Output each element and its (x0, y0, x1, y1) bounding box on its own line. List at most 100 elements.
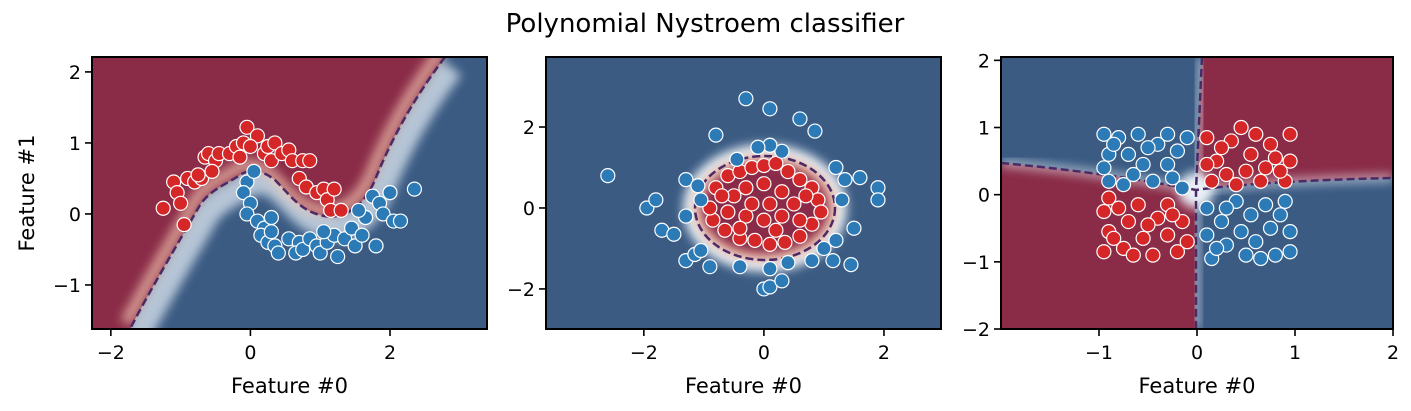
point (780, 163, 796, 180)
point (406, 181, 423, 197)
y-tick-label: 1 (69, 133, 81, 155)
point (1248, 126, 1264, 142)
point (846, 220, 862, 236)
x-tick-label: 0 (244, 342, 256, 364)
point (732, 220, 748, 236)
y-tick-label: 0 (978, 185, 990, 207)
point (1218, 200, 1235, 216)
point (798, 188, 814, 204)
point (1262, 136, 1279, 152)
x-tick-label: 1 (1289, 342, 1301, 364)
point (1253, 250, 1269, 267)
point (1135, 156, 1151, 173)
point (1169, 143, 1186, 159)
point (1248, 234, 1264, 250)
point (1096, 160, 1112, 176)
point (1199, 200, 1215, 216)
point (1272, 207, 1288, 223)
point (1208, 240, 1225, 257)
point (837, 172, 853, 188)
point (1257, 160, 1274, 176)
point (690, 178, 706, 194)
x-tick-label: 2 (1387, 342, 1399, 364)
point (232, 149, 248, 165)
point (270, 245, 286, 261)
point (1140, 140, 1156, 156)
point (762, 261, 778, 277)
point (263, 224, 279, 240)
point (666, 226, 682, 242)
point (774, 184, 790, 200)
point (708, 127, 724, 143)
point (738, 91, 754, 107)
y-tick-label: −1 (53, 275, 81, 297)
point (1199, 129, 1215, 146)
point (316, 224, 332, 240)
point (1238, 163, 1254, 179)
point (1257, 197, 1274, 213)
point (1159, 227, 1176, 243)
point (870, 192, 886, 208)
point (762, 196, 778, 212)
point (732, 259, 748, 275)
point (756, 212, 772, 228)
point (1243, 207, 1259, 223)
point (792, 111, 808, 127)
x-tick-label: 2 (878, 342, 890, 364)
point (762, 101, 778, 117)
point (242, 138, 259, 155)
x-tick-label: 0 (1191, 342, 1203, 364)
x-tick-label: −1 (1085, 342, 1113, 364)
x-axis-label: Feature #0 (685, 374, 802, 398)
point (1262, 220, 1279, 236)
point (1218, 166, 1235, 183)
plots: −2 0 2 −1 0 1 2 Feature #0 Feature #1 −2 0 2 −2 0 2 Fea… (15, 50, 1399, 398)
point (176, 217, 192, 233)
point (1096, 203, 1112, 220)
point (1101, 190, 1117, 206)
point (1179, 234, 1195, 250)
point (1267, 247, 1284, 263)
y-axis-label: Feature #1 (15, 135, 39, 252)
axes-frame (545, 56, 942, 330)
point (768, 155, 784, 172)
point (717, 222, 733, 238)
y-tick-label: 1 (978, 118, 990, 140)
point (312, 245, 328, 261)
point (762, 279, 778, 295)
point (738, 180, 754, 196)
point (1213, 140, 1230, 156)
point (263, 209, 279, 226)
point (1243, 146, 1259, 162)
y-tick-label: 2 (523, 117, 535, 139)
point (350, 202, 367, 218)
point (1125, 247, 1141, 263)
x-axis-label: Feature #0 (1139, 374, 1256, 398)
point (834, 192, 850, 208)
figure-title: Polynomial Nystroem classifier (506, 9, 905, 39)
point (1282, 224, 1298, 240)
point (1199, 227, 1215, 243)
point (807, 123, 823, 139)
x-axis-label: Feature #0 (231, 374, 348, 398)
point (302, 153, 318, 169)
point (1106, 230, 1122, 246)
point (190, 167, 206, 183)
point (1101, 173, 1117, 189)
point (173, 195, 189, 211)
point (780, 255, 796, 271)
point (678, 172, 694, 188)
point (235, 185, 252, 201)
point (825, 252, 841, 269)
point (375, 206, 391, 222)
x-tick-label: −2 (630, 342, 658, 364)
point (1233, 119, 1249, 136)
point (852, 170, 868, 186)
point (337, 231, 353, 247)
y-tick-label: 0 (523, 198, 535, 220)
point (792, 212, 808, 228)
point (843, 257, 859, 273)
point (804, 252, 820, 269)
point (1125, 166, 1141, 183)
point (756, 176, 772, 192)
